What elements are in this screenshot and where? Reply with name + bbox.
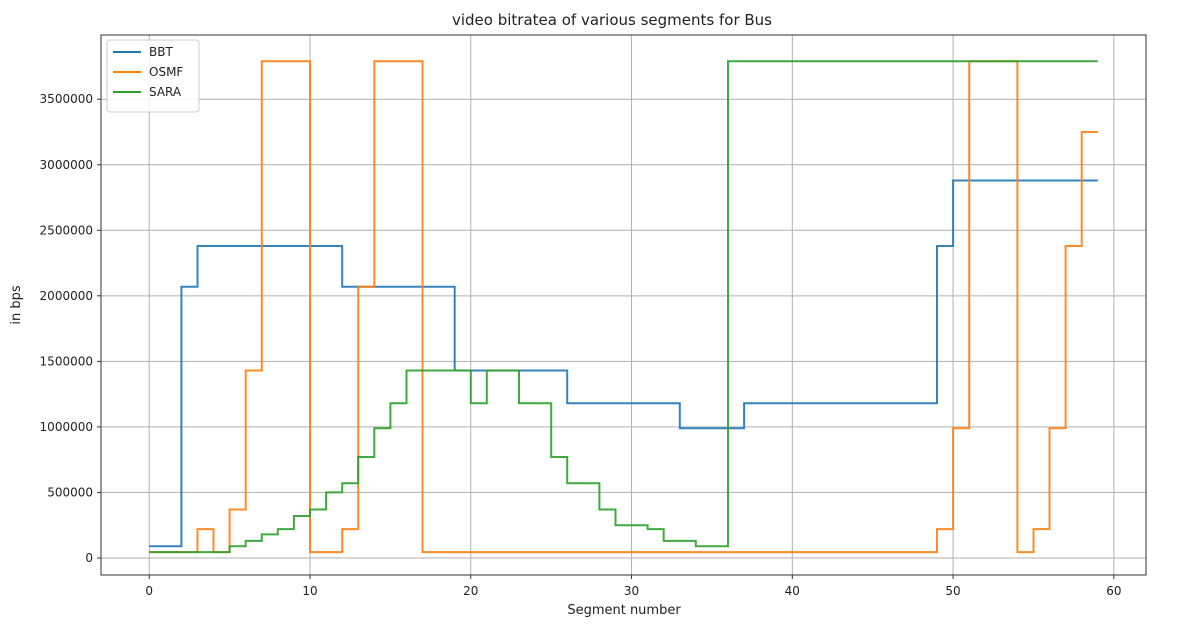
- x-tick-label: 50: [945, 584, 960, 598]
- legend: BBT OSMF SARA: [106, 39, 200, 113]
- y-tick-label: 3500000: [40, 92, 93, 106]
- x-tick-label: 20: [463, 584, 478, 598]
- chart-title: video bitratea of various segments for B…: [452, 11, 772, 29]
- legend-label-sara: SARA: [149, 85, 182, 99]
- plot-frame: [100, 34, 1147, 576]
- y-tick-label: 0: [85, 551, 93, 565]
- x-tick-label: 10: [302, 584, 317, 598]
- y-tick-label: 2000000: [40, 289, 93, 303]
- y-tick-label: 2500000: [40, 223, 93, 237]
- y-tick-label: 1500000: [40, 354, 93, 368]
- y-tick-label: 500000: [47, 485, 93, 499]
- series-line-osmf: [149, 60, 1098, 554]
- legend-label-bbt: BBT: [149, 45, 173, 59]
- y-tick-label: 1000000: [40, 420, 93, 434]
- grid-lines: [101, 35, 1146, 575]
- axis-ticks: 0 10 20 30 40 50 60 0 500000 1000000 1500000 200000…: [40, 92, 1122, 598]
- series-line-bbt: [149, 179, 1098, 548]
- x-tick-label: 30: [624, 584, 639, 598]
- legend-label-osmf: OSMF: [149, 65, 183, 79]
- series-lines: [149, 60, 1098, 554]
- y-tick-label: 3000000: [40, 158, 93, 172]
- x-tick-label: 40: [785, 584, 800, 598]
- x-tick-label: 60: [1106, 584, 1121, 598]
- legend-box: [106, 39, 200, 113]
- y-axis-label: in bps: [9, 285, 24, 324]
- x-tick-label: 0: [145, 584, 153, 598]
- x-axis-label: Segment number: [567, 603, 681, 618]
- series-line-sara: [149, 60, 1098, 554]
